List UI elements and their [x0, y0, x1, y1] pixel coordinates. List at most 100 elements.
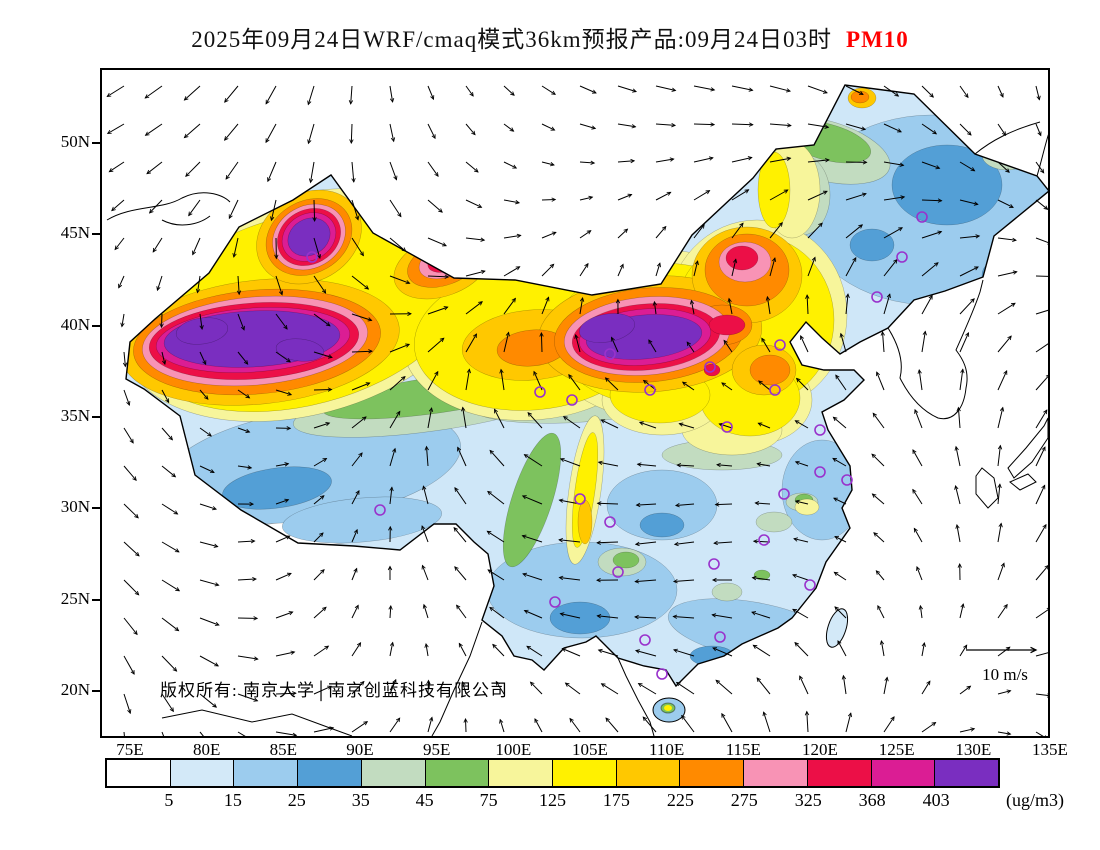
colorbar-cell [615, 760, 680, 786]
colorbar-cell [488, 760, 553, 786]
wind-vector [634, 579, 657, 584]
wind-vector [313, 387, 333, 392]
wind-vector [718, 422, 733, 429]
title-pollutant: PM10 [846, 27, 909, 52]
wind-vector [711, 613, 733, 619]
station-marker [612, 566, 624, 578]
wind-vector [959, 603, 965, 619]
station-marker [721, 421, 733, 433]
wind-vector [873, 532, 885, 543]
wind-vector [574, 333, 581, 353]
wind-vector [161, 351, 167, 366]
lat-axis-label: 40N [60, 314, 90, 334]
colorbar-cell [679, 760, 744, 786]
lon-axis-label: 85E [269, 740, 298, 759]
wind-vector [597, 460, 619, 467]
wind-vector [349, 123, 354, 145]
wind-vector [1035, 161, 1045, 174]
wind-vector [123, 465, 137, 482]
station-marker [534, 386, 546, 398]
wind-vector [108, 161, 125, 173]
wind-vector [564, 682, 581, 695]
wind-vector [503, 123, 515, 132]
wind-vector [422, 485, 429, 505]
wind-vector [313, 275, 327, 294]
wind-vector [351, 604, 359, 619]
wind-vector [144, 85, 163, 99]
wind-vector [185, 161, 201, 177]
lon-axis-label: 120E [802, 740, 838, 759]
wind-vector [492, 643, 505, 657]
wind-vector [959, 266, 979, 277]
wind-vector [832, 416, 847, 429]
kyushu-coastline [975, 467, 999, 509]
wind-vector [351, 721, 369, 733]
wind-vector [634, 649, 657, 657]
wind-vector [161, 541, 180, 553]
wind-vector [959, 644, 968, 657]
wind-vector [731, 122, 754, 127]
wind-vector [275, 572, 292, 581]
wind-vector [681, 381, 695, 391]
station-marker [769, 384, 781, 396]
wind-vector [997, 123, 1007, 137]
wind-vector [267, 161, 277, 183]
wind-vector [427, 161, 439, 177]
colorbar-cell [806, 760, 871, 786]
wind-vector [195, 275, 201, 294]
wind-vector [199, 731, 204, 736]
wind-vector [617, 193, 633, 201]
wind-vector [792, 573, 809, 581]
wind-vector [689, 299, 695, 315]
wind-vector [199, 389, 209, 400]
wind-vector [751, 575, 771, 581]
wind-vector [1035, 523, 1047, 543]
colorbar-cell [297, 760, 361, 786]
wind-vector [1035, 731, 1048, 736]
wind-vector [731, 189, 750, 201]
wind-vector [232, 237, 239, 258]
pm10-field [126, 85, 1048, 686]
wind-vector [1035, 693, 1048, 698]
lat-axis-tick [92, 689, 100, 692]
map-frame: 版权所有: 南京大学│南京创蓝科技有限公司 10 m/s [100, 68, 1050, 738]
wind-vector [769, 189, 789, 201]
wind-vector [389, 375, 406, 391]
wind-vector [199, 465, 215, 474]
wind-vector [313, 458, 328, 467]
wind-vector [839, 332, 847, 353]
wind-vector [579, 85, 597, 94]
wind-vector [161, 693, 174, 713]
station-marker [604, 516, 616, 528]
wind-vector [997, 161, 1010, 173]
wind-vector [956, 406, 961, 429]
wind-vector [1035, 446, 1046, 467]
wind-vector [959, 685, 972, 695]
wind-vector [1035, 409, 1048, 429]
wind-vector [499, 368, 505, 391]
wind-vector [1035, 237, 1048, 245]
wind-vector [871, 493, 885, 505]
wind-vector [122, 351, 128, 368]
wind-vector [883, 716, 895, 733]
wind-vector [655, 157, 675, 163]
wind-vector [959, 123, 972, 136]
okhotsk-line [1036, 134, 1048, 177]
colorbar-tick-label: 275 [730, 790, 758, 810]
wind-vector [1035, 199, 1048, 210]
wind-vector [192, 237, 201, 256]
lat-axis-tick [92, 324, 100, 327]
wind-vector [642, 716, 657, 733]
wind-vector [845, 123, 867, 131]
wind-vector [712, 647, 733, 657]
wind-vector [758, 380, 771, 391]
wind-vector [389, 85, 395, 103]
wind-vector [275, 650, 296, 657]
wind-vector [845, 192, 867, 201]
wind-vector [559, 457, 581, 467]
wind-vector [674, 503, 695, 508]
wind-vector [351, 452, 363, 467]
wind-vector [389, 641, 395, 657]
wind-vector [199, 313, 204, 331]
wind-vector [456, 604, 467, 619]
